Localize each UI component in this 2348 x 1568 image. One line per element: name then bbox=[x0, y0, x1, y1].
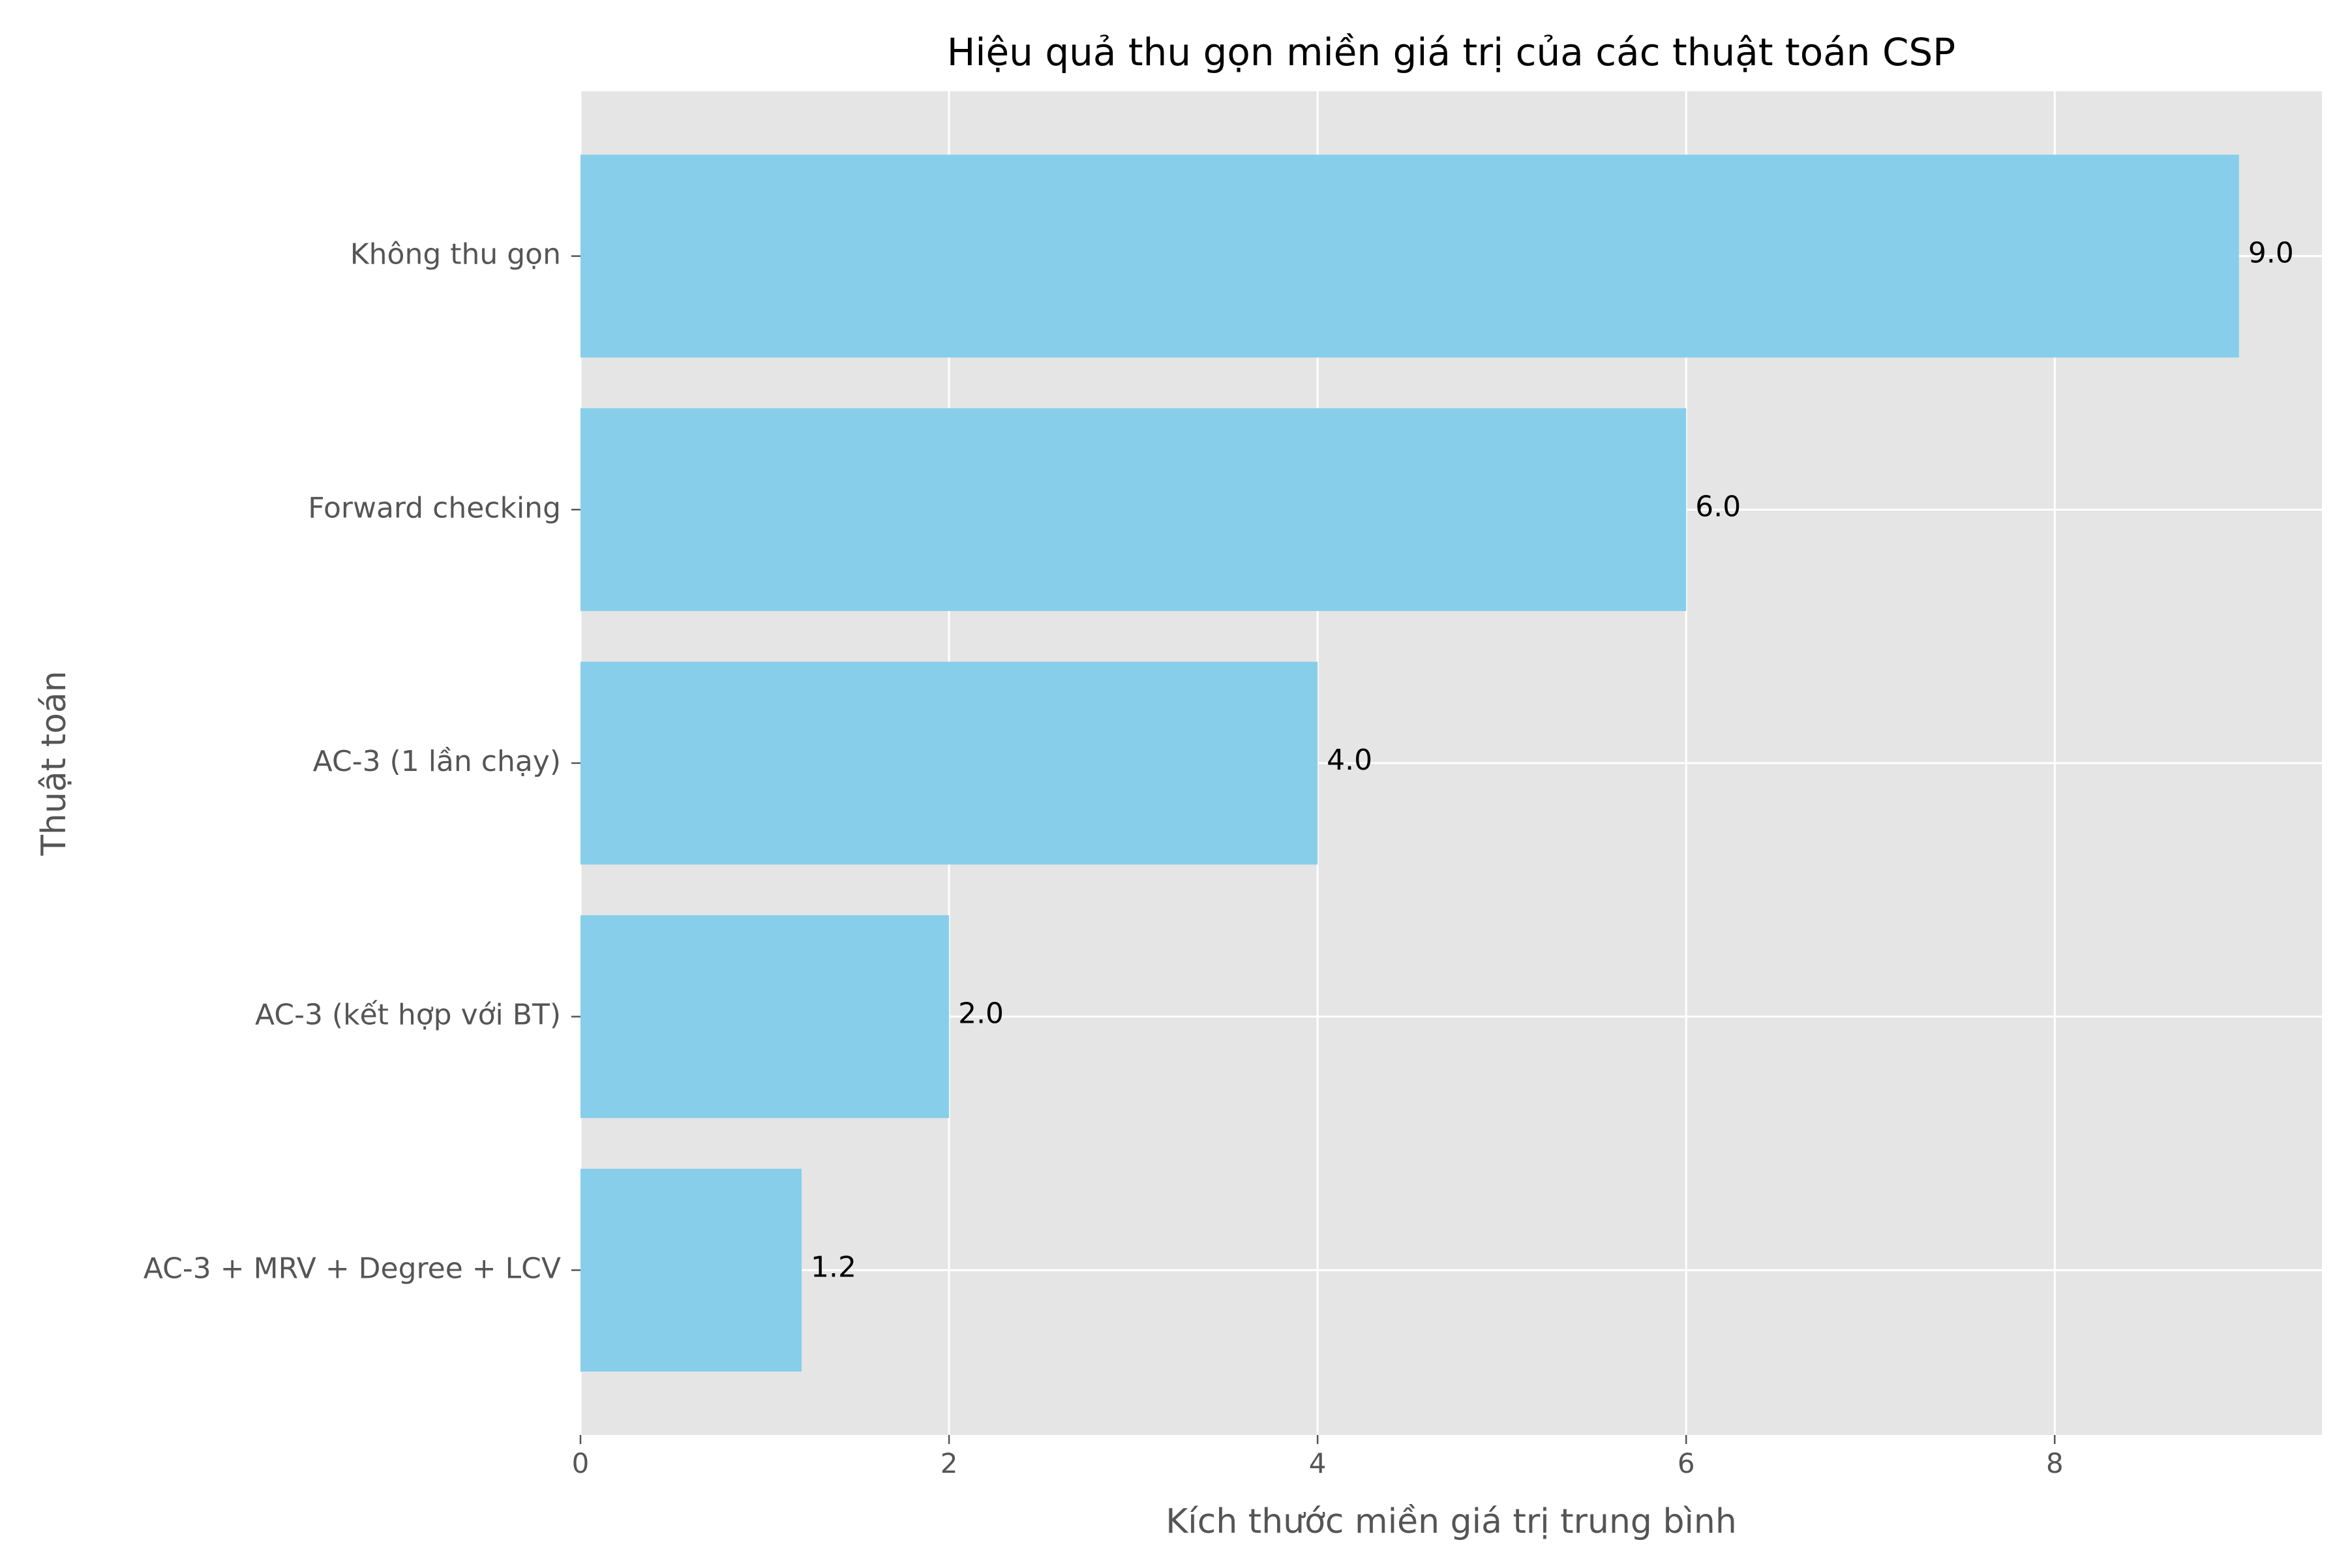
bars bbox=[580, 155, 2239, 1372]
value-label: 9.0 bbox=[2248, 237, 2294, 270]
y-axis-ticks: Không thu gọn Forward checking AC-3 (1 lần… bbox=[143, 238, 580, 1285]
x-tick-label: 0 bbox=[572, 1447, 590, 1479]
y-tick-label: AC-3 (1 lần chạy) bbox=[313, 745, 561, 778]
y-tick-label: Không thu gọn bbox=[350, 238, 561, 271]
y-tick-label: Forward checking bbox=[308, 491, 561, 524]
x-axis-label: Kích thước miền giá trị trung bình bbox=[1166, 1502, 1737, 1541]
x-tick-label: 8 bbox=[2046, 1447, 2064, 1479]
value-label: 4.0 bbox=[1327, 744, 1372, 777]
bar bbox=[580, 155, 2239, 358]
chart-title: Hiệu quả thu gọn miền giá trị của các th… bbox=[947, 30, 1956, 74]
value-label: 6.0 bbox=[1695, 490, 1741, 523]
y-axis-label: Thuật toán bbox=[35, 671, 74, 856]
bar bbox=[580, 915, 950, 1119]
x-axis-ticks: 0 2 4 6 8 bbox=[572, 1435, 2064, 1479]
bar bbox=[580, 1168, 802, 1372]
x-tick-label: 4 bbox=[1309, 1447, 1327, 1479]
x-tick-label: 6 bbox=[1678, 1447, 1695, 1479]
value-label: 1.2 bbox=[811, 1250, 856, 1284]
y-tick-label: AC-3 (kết hợp với BT) bbox=[255, 999, 561, 1032]
bar bbox=[580, 661, 1318, 865]
y-tick-label: AC-3 + MRV + Degree + LCV bbox=[143, 1252, 561, 1285]
bar bbox=[580, 408, 1687, 611]
value-label: 2.0 bbox=[958, 997, 1004, 1031]
x-tick-label: 2 bbox=[941, 1447, 958, 1479]
value-labels: 9.0 6.0 4.0 2.0 1.2 bbox=[811, 237, 2294, 1284]
